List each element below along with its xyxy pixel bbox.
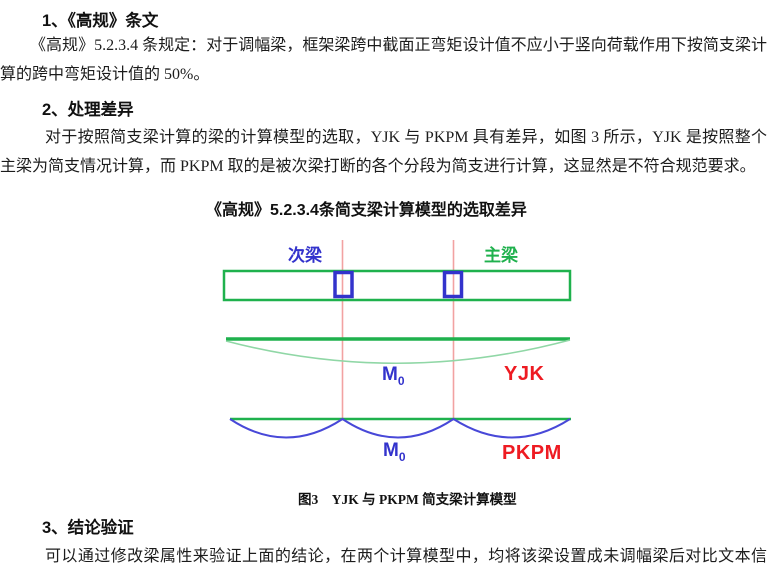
main-beam-outline <box>222 269 572 302</box>
yjk-moment-curve <box>225 339 571 365</box>
secondary-beam-label: 次梁 <box>288 246 322 265</box>
secondary-beam-symbol-left <box>333 270 354 299</box>
moment-symbol: M <box>383 440 399 461</box>
moment-symbol: M <box>382 364 398 385</box>
pkpm-moment-curve <box>229 417 571 439</box>
yjk-model-label: YJK <box>504 363 545 385</box>
section-2-heading: 2、处理差异 <box>42 101 134 119</box>
moment-subscript: 0 <box>397 373 405 388</box>
section-1-heading: 1、《高规》条文 <box>42 12 159 30</box>
pkpm-moment-value-label: M0 <box>383 440 406 464</box>
section-3-body: 可以通过修改梁属性来验证上面的结论，在两个计算模型中，均将该梁设置成未调幅梁后对… <box>45 548 767 565</box>
moment-subscript: 0 <box>398 449 406 464</box>
main-beam-label: 主梁 <box>484 246 518 265</box>
pkpm-model-label: PKPM <box>502 442 562 464</box>
figure-caption: 图3 YJK 与 PKPM 简支梁计算模型 <box>298 492 517 507</box>
secondary-beam-symbol-right <box>442 270 464 299</box>
beam-model-diagram <box>222 240 572 439</box>
section-2-body: 对于按照简支梁计算的梁的计算模型的选取，YJK 与 PKPM 具有差异，如图 3… <box>0 129 767 175</box>
figure-title: 《高规》5.2.3.4条简支梁计算模型的选取差异 <box>206 202 527 219</box>
yjk-moment-value-label: M0 <box>382 364 405 388</box>
section-3-heading: 3、结论验证 <box>42 519 134 537</box>
section-1-body: 《高规》5.2.3.4 条规定：对于调幅梁，框架梁跨中截面正弯矩设计值不应小于竖… <box>0 37 767 83</box>
